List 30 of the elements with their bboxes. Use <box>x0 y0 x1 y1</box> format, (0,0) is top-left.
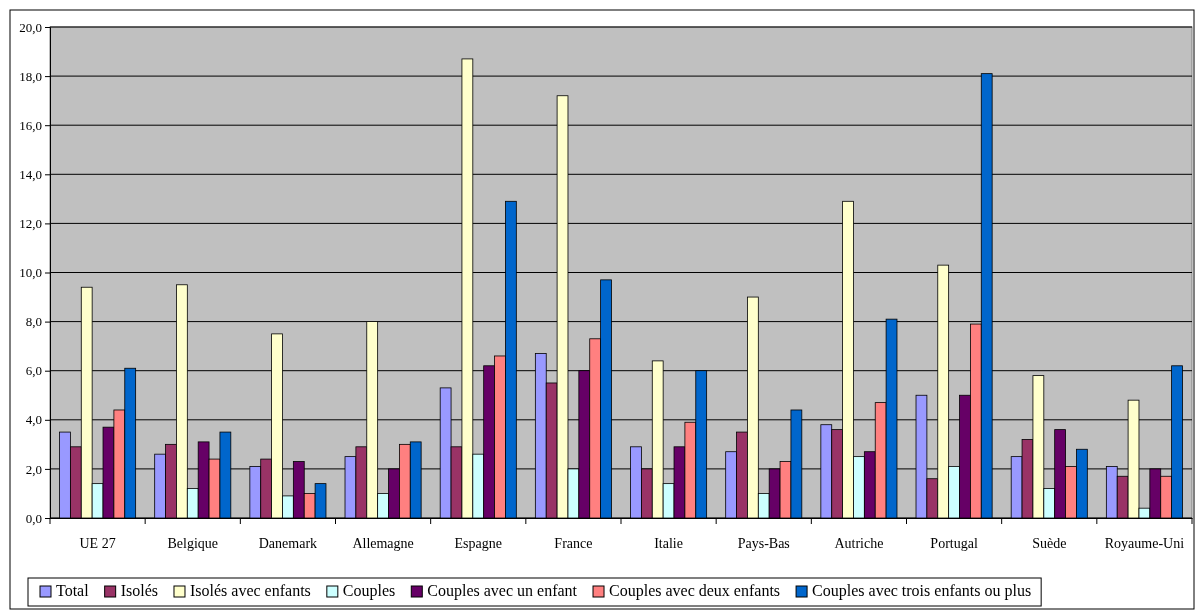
y-tick-label: 20,0 <box>19 19 42 35</box>
y-tick-label: 2,0 <box>25 461 42 477</box>
legend-label: Couples avec un enfant <box>427 582 578 600</box>
legend-label: Total <box>56 582 90 599</box>
x-tick-label: Royaume-Uni <box>1104 535 1185 551</box>
y-tick-label: 6,0 <box>25 363 42 379</box>
x-tick-label: Pays-Bas <box>737 535 790 551</box>
legend-label: Isolés avec enfants <box>189 582 311 599</box>
x-tick-label: France <box>554 535 593 551</box>
x-tick-label: UE 27 <box>79 535 116 551</box>
x-tick-label: Suède <box>1032 535 1067 551</box>
legend-label: Couples avec trois enfants ou plus <box>812 582 1032 600</box>
y-tick-label: 8,0 <box>25 314 42 330</box>
y-tick-label: 10,0 <box>19 265 42 281</box>
y-tick-label: 12,0 <box>19 216 42 232</box>
x-tick-label: Portugal <box>930 535 978 551</box>
legend-label: Isolés <box>120 582 158 599</box>
y-tick-label: 16,0 <box>19 117 42 133</box>
legend-label: Couples avec deux enfants <box>609 582 781 600</box>
x-tick-label: Allemagne <box>352 535 414 551</box>
y-tick-label: 14,0 <box>19 166 42 182</box>
x-tick-label: Italie <box>654 535 683 551</box>
x-tick-label: Autriche <box>834 535 884 551</box>
x-tick-label: Espagne <box>454 535 502 551</box>
x-tick-label: Danemark <box>258 535 318 551</box>
x-tick-label: Belgique <box>167 535 219 551</box>
y-tick-label: 18,0 <box>19 68 42 84</box>
y-tick-label: 0,0 <box>25 510 42 526</box>
legend-label: Couples <box>342 582 396 600</box>
y-tick-label: 4,0 <box>25 412 42 428</box>
